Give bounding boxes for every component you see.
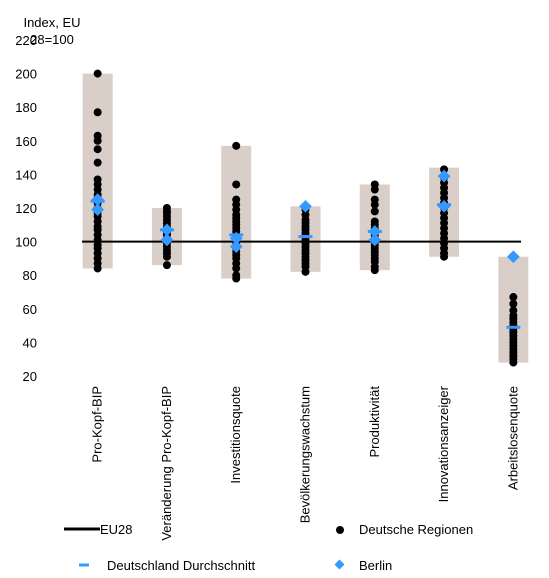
berlin-marker — [160, 223, 174, 237]
regional-data-point — [370, 185, 379, 194]
berlin-marker — [299, 199, 312, 213]
regional-data-point — [232, 141, 241, 150]
berlin-marker — [368, 225, 382, 238]
berlin-marker — [91, 203, 105, 217]
y-axis-title-line-2: 28=100 — [30, 32, 74, 47]
y-tick-label: 180 — [15, 100, 37, 115]
regional-data-point — [162, 252, 171, 261]
y-tick-label: 140 — [15, 167, 37, 182]
legend-berlin-label: Berlin — [359, 558, 392, 573]
category-label: Bevölkerungswachstum — [298, 386, 313, 523]
category-label: Produktivität — [367, 386, 382, 458]
regional-data-point — [93, 69, 102, 78]
category-label: Arbeitslosenquote — [505, 386, 520, 490]
legend-durchschnitt-label: Deutschland Durchschnitt — [107, 558, 256, 573]
y-tick-label: 20 — [23, 369, 37, 384]
y-tick-label: 60 — [23, 302, 37, 317]
berlin-marker — [229, 231, 243, 245]
regional-data-point — [93, 158, 102, 167]
y-axis-title-line-1: Index, EU — [23, 15, 80, 30]
regional-data-point — [93, 264, 102, 273]
berlin-marker — [368, 233, 382, 247]
category-label: Investitionsquote — [228, 386, 243, 484]
regional-data-point — [509, 293, 518, 302]
berlin-marker — [91, 193, 105, 206]
legend: EU28 Deutsche Regionen Deutschland Durch… — [64, 522, 473, 573]
regional-data-point — [509, 358, 518, 367]
berlin-marker — [229, 240, 243, 254]
regional-data-point — [509, 299, 518, 308]
regional-data-point — [370, 200, 379, 209]
category-label: Veränderung Pro-Kopf-BIP — [159, 386, 174, 541]
regional-data-point — [301, 267, 310, 276]
y-tick-label: 40 — [23, 335, 37, 350]
category-label: Innovationsanzeiger — [436, 385, 451, 502]
y-tick-label: 200 — [15, 67, 37, 82]
regional-data-point — [440, 252, 449, 261]
berlin-marker — [437, 199, 451, 213]
legend-eu28-label: EU28 — [100, 522, 133, 537]
regional-data-point — [232, 264, 241, 273]
regional-data-point — [93, 108, 102, 117]
legend-berlin-swatch — [334, 559, 345, 570]
y-axis: 20 40 60 80 100 120 140 160 180 200 220 — [15, 33, 37, 384]
y-tick-label: 80 — [23, 268, 37, 283]
regional-data-point — [370, 266, 379, 275]
data-points — [90, 69, 521, 367]
regional-data-point — [93, 145, 102, 154]
regional-data-point — [232, 274, 241, 283]
berlin-marker — [437, 169, 451, 183]
y-tick-label: 220 — [15, 33, 37, 48]
berlin-marker — [506, 250, 520, 264]
berlin-marker — [160, 233, 174, 247]
y-tick-label: 100 — [15, 235, 37, 250]
category-label: Pro-Kopf-BIP — [90, 386, 105, 463]
regional-data-point — [93, 136, 102, 145]
regional-data-point — [232, 180, 241, 189]
regional-data-point — [440, 165, 449, 174]
y-tick-label: 160 — [15, 134, 37, 149]
legend-deutsche-regionen-swatch — [336, 526, 344, 534]
regional-data-point — [162, 261, 171, 270]
y-tick-label: 120 — [15, 201, 37, 216]
y-axis-title: Index, EU 28=100 — [23, 15, 80, 47]
x-axis: Pro-Kopf-BIP Veränderung Pro-Kopf-BIP Inve… — [90, 385, 521, 540]
legend-deutsche-regionen-label: Deutsche Regionen — [359, 522, 473, 537]
regional-data-point — [370, 207, 379, 216]
